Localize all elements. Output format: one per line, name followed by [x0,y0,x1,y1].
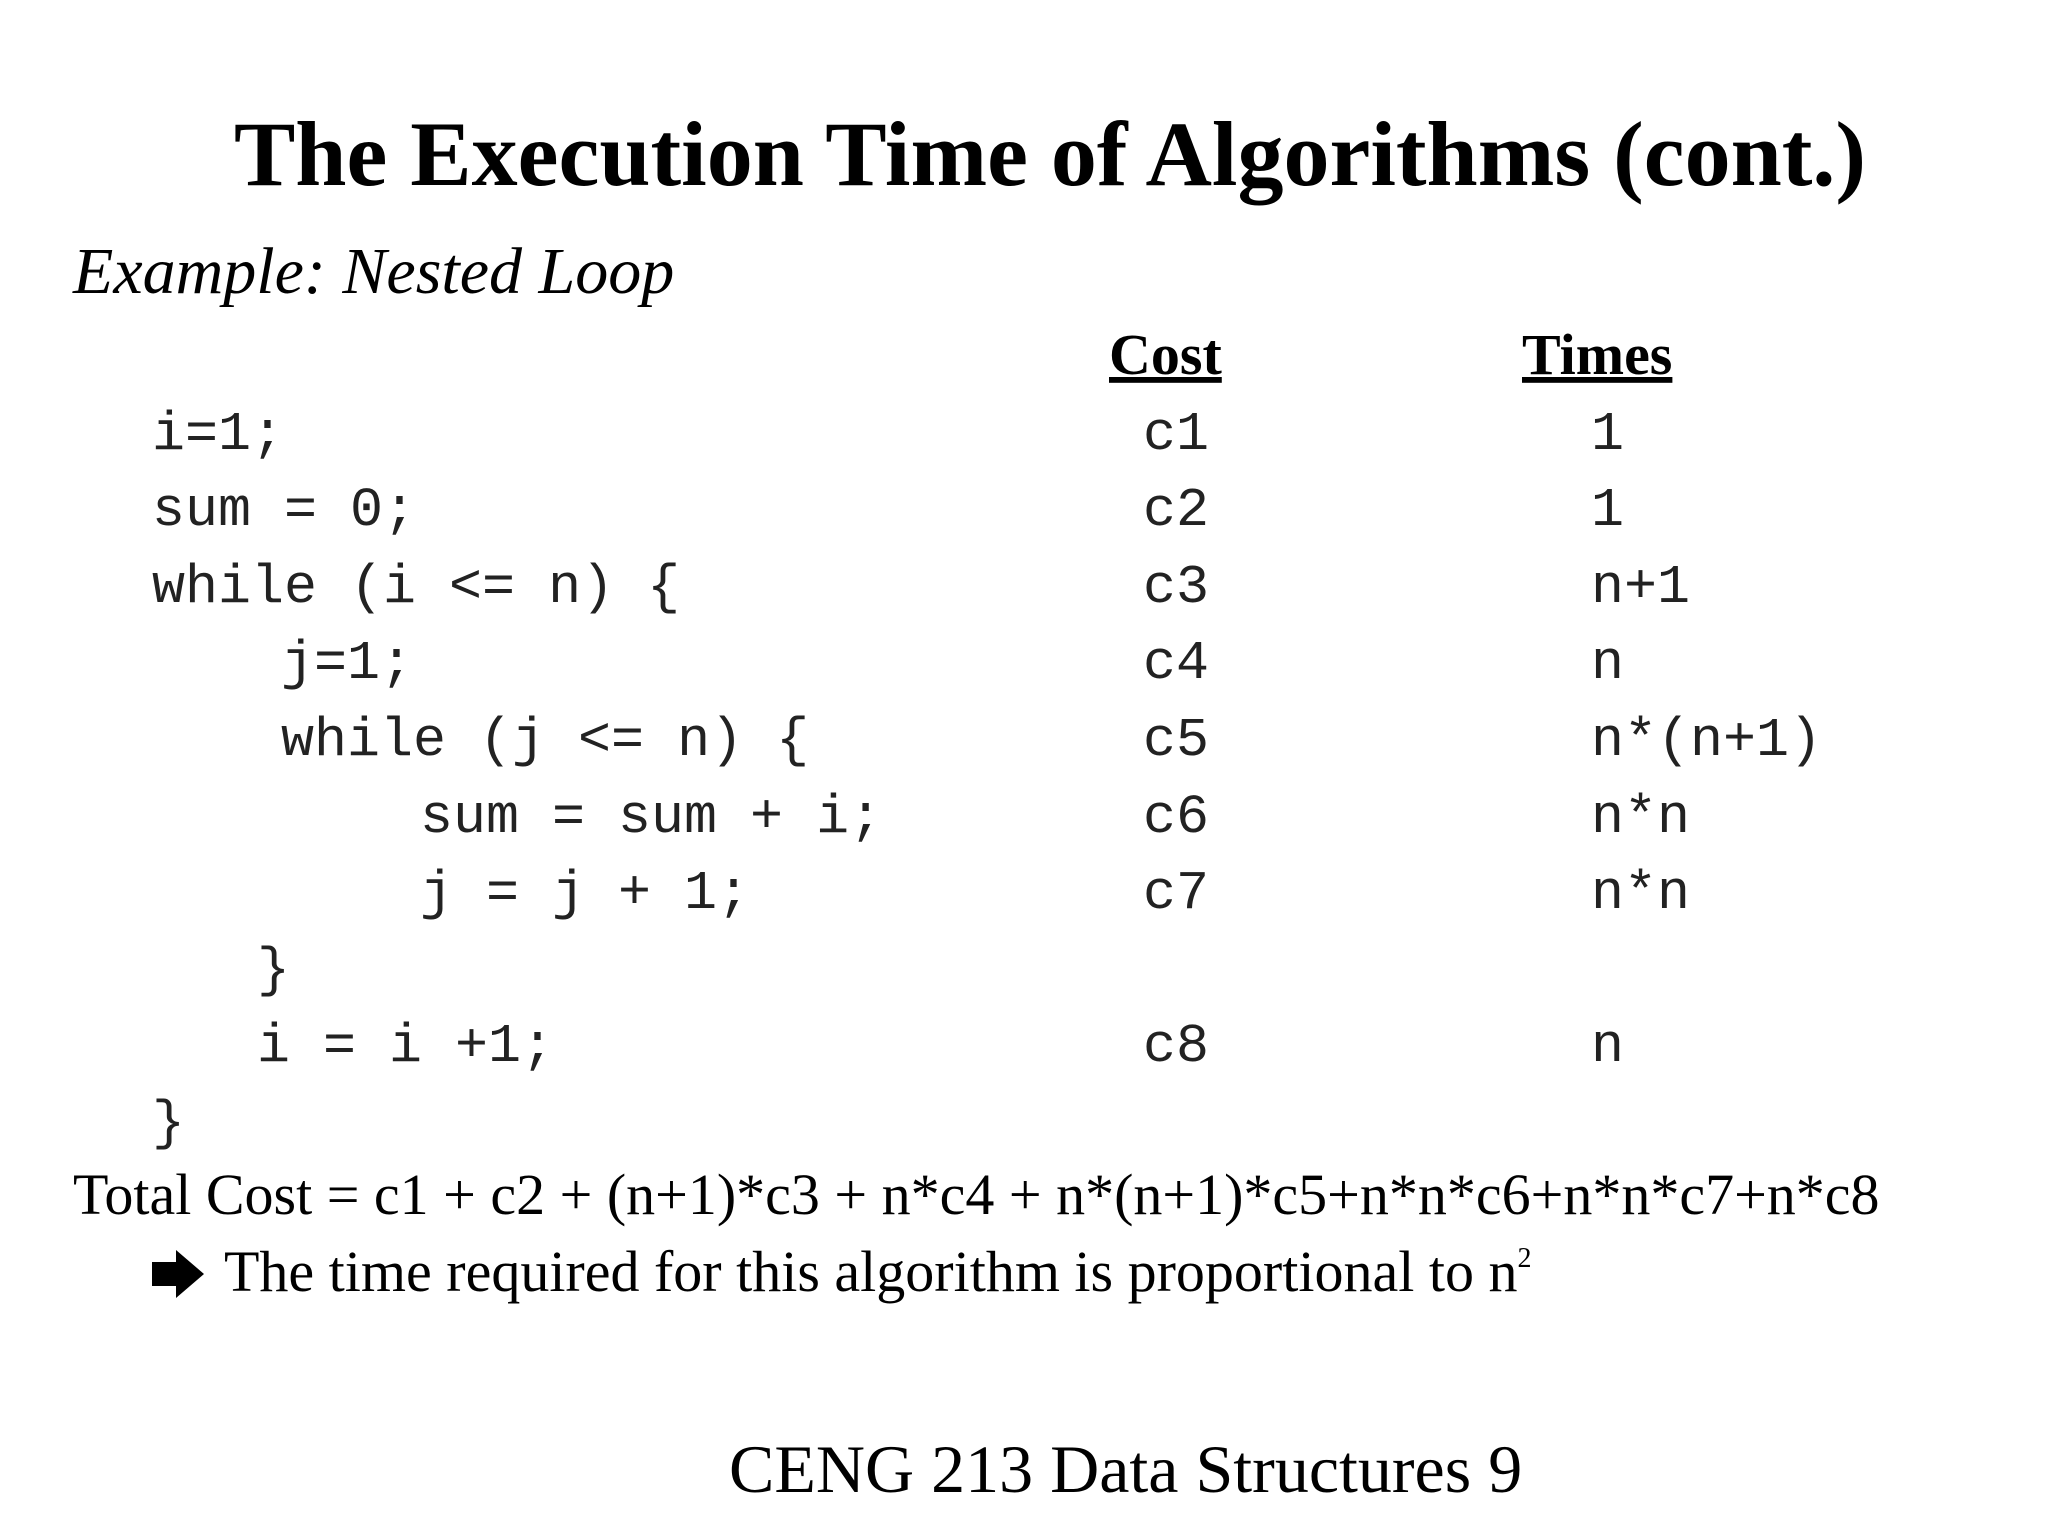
conclusion: The time required for this algorithm is … [224,1239,1531,1304]
cost-header: Cost [1109,322,1222,387]
conclusion-text: The time required for this algorithm is … [224,1239,1517,1304]
code-line: i = i +1; [257,1015,554,1078]
cost-cell: c5 [1143,709,1209,772]
code-line: sum = 0; [152,479,416,542]
times-cell: n*n [1591,862,1690,925]
slide-title: The Execution Time of Algorithms (cont.) [234,103,1866,205]
footer: CENG 213 Data Structures 9 [729,1431,1522,1507]
code-line: while (j <= n) { [281,709,809,772]
cost-cell: c6 [1143,786,1209,849]
total-cost: Total Cost = c1 + c2 + (n+1)*c3 + n*c4 +… [73,1162,1880,1227]
code-table: i=1; c1 1 sum = 0; c2 1 while (i <= n) { c3 n+1 j… [152,403,1822,1155]
cost-cell: c4 [1143,632,1209,695]
code-line: j = j + 1; [420,862,750,925]
cost-cell: c2 [1143,479,1209,542]
cost-cell: c7 [1143,862,1209,925]
times-header: Times [1522,322,1672,387]
times-cell: n+1 [1591,556,1690,619]
code-line: i=1; [152,403,284,466]
code-line: while (i <= n) { [152,556,680,619]
times-cell: n [1591,632,1624,695]
code-line: } [152,1092,185,1155]
times-cell: n [1591,1015,1624,1078]
cost-cell: c8 [1143,1015,1209,1078]
code-line: sum = sum + i; [420,786,882,849]
times-cell: 1 [1591,403,1624,466]
times-cell: n*n [1591,786,1690,849]
times-cell: 1 [1591,479,1624,542]
subtitle: Example: Nested Loop [72,235,674,308]
superscript: 2 [1517,1243,1531,1274]
times-cell: n*(n+1) [1591,709,1822,772]
cost-cell: c3 [1143,556,1209,619]
arrow-icon [152,1250,204,1298]
code-line: } [257,939,290,1002]
cost-cell: c1 [1143,403,1209,466]
code-line: j=1; [281,632,413,695]
